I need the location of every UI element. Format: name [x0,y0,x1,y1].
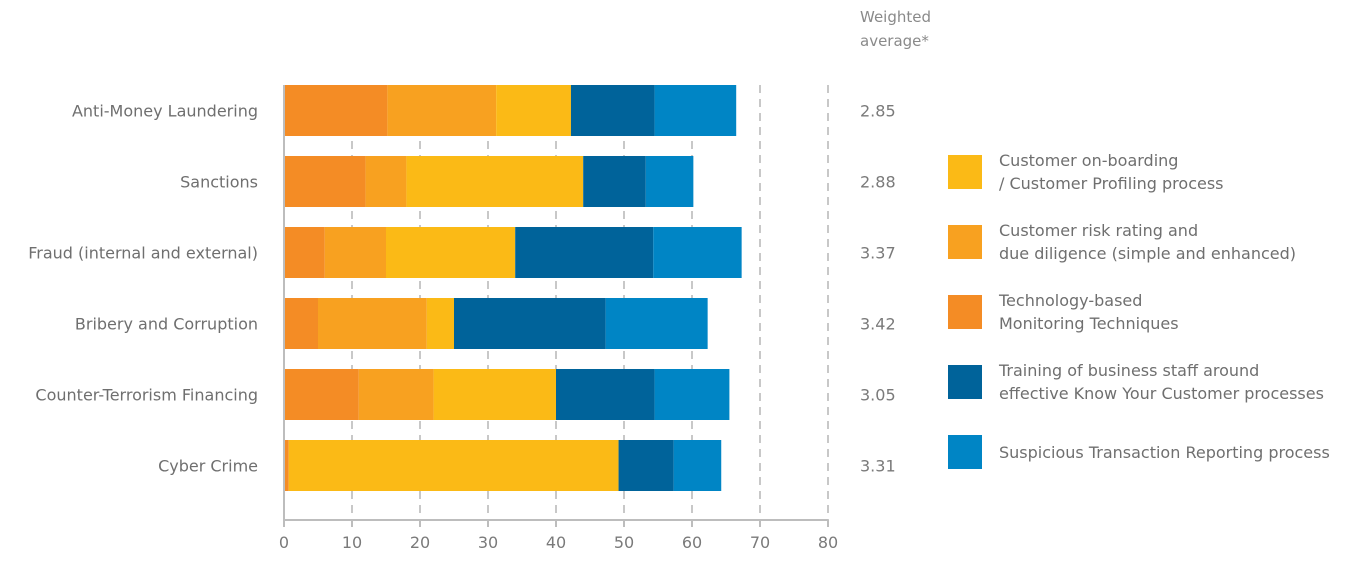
bar-1-series-2 [406,156,584,207]
legend-entry-3: effective Know Your Customer processes [999,384,1324,403]
category-label: Fraud (internal and external) [28,244,258,263]
bar-2-series-0 [284,227,325,278]
legend-entry-3: Training of business staff around [998,361,1259,380]
bar-3-series-1 [318,298,427,349]
bar-5-series-3 [618,440,674,491]
legend-swatch-1 [948,225,982,259]
bar-5-series-0 [284,440,289,491]
category-label: Sanctions [180,173,258,192]
bar-0-series-2 [496,85,571,136]
weighted-average-value: 3.05 [860,386,896,405]
bar-0-series-0 [284,85,388,136]
category-label: Counter-Terrorism Financing [35,386,258,405]
legend-entry-2: / Customer Profiling process [999,174,1224,193]
weighted-average-value: 3.31 [860,457,896,476]
bar-1-series-4 [645,156,694,207]
weighted-average-header: Weighted [860,8,931,26]
bar-4-series-3 [556,369,655,420]
bar-3-series-0 [284,298,318,349]
legend-entry-0: Technology-based [998,291,1142,310]
bar-5-series-2 [288,440,619,491]
x-tick-label: 0 [279,533,289,552]
bar-4-series-1 [358,369,434,420]
x-tick-label: 50 [614,533,634,552]
x-tick-label: 30 [478,533,498,552]
bar-2-series-1 [324,227,386,278]
bar-4-series-2 [433,369,556,420]
legend-swatch-0 [948,295,982,329]
category-label: Bribery and Corruption [75,315,258,334]
bar-4-series-0 [284,369,359,420]
x-tick-label: 10 [342,533,362,552]
legend-swatch-3 [948,365,982,399]
weighted-average-value: 2.85 [860,102,896,121]
weighted-average-value: 2.88 [860,173,896,192]
bar-2-series-3 [515,227,654,278]
bar-2-series-4 [653,227,742,278]
bar-0-series-3 [570,85,655,136]
legend-entry-1: Customer risk rating and [999,221,1198,240]
bar-3-series-4 [605,298,708,349]
legend-entry-2: Customer on-boarding [999,151,1178,170]
legend-swatch-4 [948,435,982,469]
legend-swatch-2 [948,155,982,189]
x-tick-label: 60 [682,533,702,552]
bar-1-series-1 [365,156,407,207]
legend-entry-1: due diligence (simple and enhanced) [999,244,1296,263]
bar-0-series-1 [387,85,497,136]
bar-2-series-2 [386,227,516,278]
x-tick-label: 80 [818,533,838,552]
category-label: Anti-Money Laundering [72,102,258,121]
bar-3-series-2 [426,298,454,349]
x-tick-label: 40 [546,533,566,552]
x-tick-label: 20 [410,533,430,552]
legend-entry-0: Monitoring Techniques [999,314,1179,333]
bar-3-series-3 [454,298,606,349]
x-tick-label: 70 [750,533,770,552]
weighted-average-value: 3.42 [860,315,896,334]
bar-0-series-4 [654,85,737,136]
weighted-average-header: average* [860,32,929,50]
bar-4-series-4 [654,369,730,420]
bar-1-series-0 [284,156,366,207]
legend-entry-4: Suspicious Transaction Reporting process [999,443,1330,462]
weighted-average-value: 3.37 [860,244,896,263]
bar-5-series-4 [673,440,722,491]
category-label: Cyber Crime [158,457,258,476]
bar-1-series-3 [583,156,646,207]
